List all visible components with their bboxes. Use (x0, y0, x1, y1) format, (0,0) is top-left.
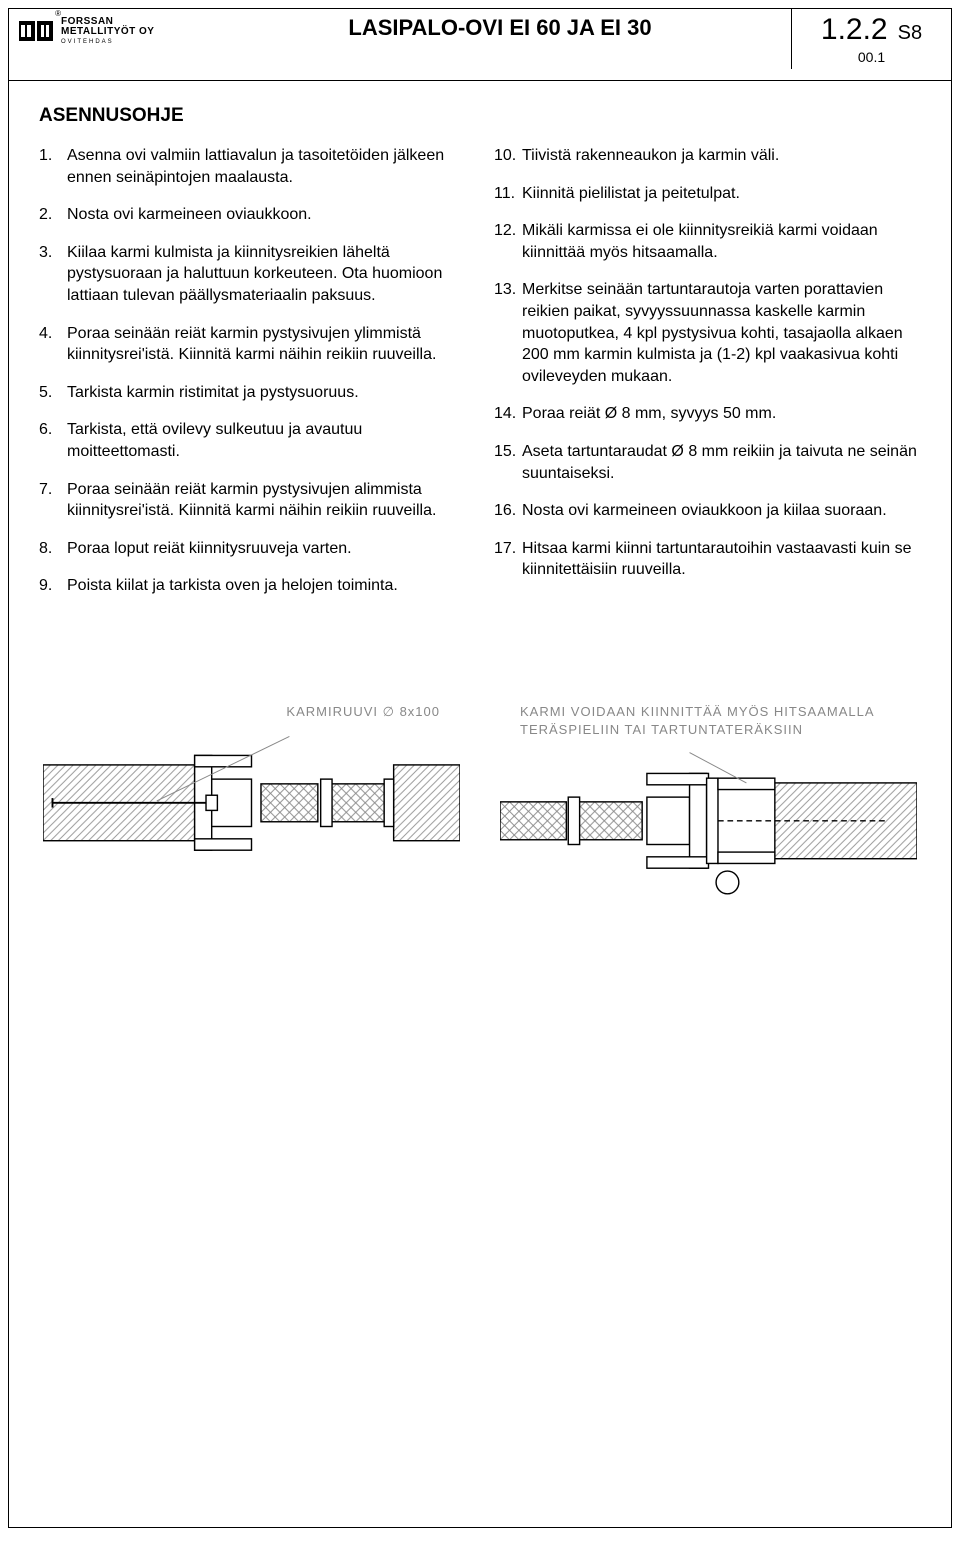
step-text: Tarkista, että ovilevy sulkeutuu ja avau… (67, 419, 466, 462)
step-number: 17. (494, 538, 522, 560)
left-column: 1.Asenna ovi valmiin lattiavalun ja taso… (39, 145, 466, 613)
title-cell: LASIPALO-OVI EI 60 JA EI 30 (209, 9, 791, 41)
diagram-right-svg (500, 745, 917, 897)
step-text: Tiivistä rakenneaukon ja karmin väli. (522, 145, 921, 167)
step-item: 3.Kiilaa karmi kulmista ja kiinnitysreik… (39, 242, 466, 307)
step-item: 8.Poraa loput reiät kiinnitysruuveja var… (39, 538, 466, 560)
step-number: 9. (39, 575, 67, 597)
code-suffix: S8 (898, 22, 922, 45)
diagram-left-svg (43, 727, 460, 879)
step-item: 11.Kiinnitä pielilistat ja peitetulpat. (494, 183, 921, 205)
step-number: 14. (494, 403, 522, 425)
step-text: Hitsaa karmi kiinni tartuntarautoihin va… (522, 538, 921, 581)
step-text: Poraa reiät Ø 8 mm, syvyys 50 mm. (522, 403, 921, 425)
diagram-right: KARMI VOIDAAN KIINNITTÄÄ MYÖS HITSAAMALL… (500, 703, 917, 902)
step-text: Kiilaa karmi kulmista ja kiinnitysreikie… (67, 242, 466, 307)
step-item: 2.Nosta ovi karmeineen oviaukkoon. (39, 204, 466, 226)
step-number: 3. (39, 242, 67, 264)
right-steps: 10.Tiivistä rakenneaukon ja karmin väli.… (494, 145, 921, 581)
registered-icon: ® (55, 9, 61, 18)
step-item: 14.Poraa reiät Ø 8 mm, syvyys 50 mm. (494, 403, 921, 425)
step-item: 10.Tiivistä rakenneaukon ja karmin väli. (494, 145, 921, 167)
step-text: Aseta tartuntaraudat Ø 8 mm reikiin ja t… (522, 441, 921, 484)
step-number: 11. (494, 183, 522, 205)
diagrams: KARMIRUUVI ∅ 8x100 (39, 703, 921, 902)
step-number: 7. (39, 479, 67, 501)
step-text: Mikäli karmissa ei ole kiinnitysreikiä k… (522, 220, 921, 263)
code-cell: 1.2.2 S8 00.1 (791, 9, 951, 69)
step-text: Poraa loput reiät kiinnitysruuveja varte… (67, 538, 466, 560)
step-number: 5. (39, 382, 67, 404)
step-text: Nosta ovi karmeineen oviaukkoon. (67, 204, 466, 226)
step-item: 16.Nosta ovi karmeineen oviaukkoon ja ki… (494, 500, 921, 522)
step-number: 13. (494, 279, 522, 301)
columns: 1.Asenna ovi valmiin lattiavalun ja taso… (39, 145, 921, 613)
step-number: 8. (39, 538, 67, 560)
step-text: Kiinnitä pielilistat ja peitetulpat. (522, 183, 921, 205)
step-item: 13.Merkitse seinään tartuntarautoja vart… (494, 279, 921, 387)
step-number: 2. (39, 204, 67, 226)
diagram-left-caption: KARMIRUUVI ∅ 8x100 (43, 703, 460, 721)
logo-text: FORSSAN METALLITYÖT OY OVITEHDAS (61, 17, 154, 45)
content: ASENNUSOHJE 1.Asenna ovi valmiin lattiav… (9, 81, 951, 932)
step-number: 12. (494, 220, 522, 242)
step-item: 15.Aseta tartuntaraudat Ø 8 mm reikiin j… (494, 441, 921, 484)
step-text: Nosta ovi karmeineen oviaukkoon ja kiila… (522, 500, 921, 522)
step-text: Tarkista karmin ristimitat ja pystysuoru… (67, 382, 466, 404)
company-line3: OVITEHDAS (61, 39, 154, 45)
step-text: Poraa seinään reiät karmin pystysivujen … (67, 323, 466, 366)
step-text: Poraa seinään reiät karmin pystysivujen … (67, 479, 466, 522)
step-item: 1.Asenna ovi valmiin lattiavalun ja taso… (39, 145, 466, 188)
step-text: Merkitse seinään tartuntarautoja varten … (522, 279, 921, 387)
step-item: 7.Poraa seinään reiät karmin pystysivuje… (39, 479, 466, 522)
page-frame: ® FORSSAN METALLITYÖT OY OVITEHDAS LASIP… (8, 8, 952, 1528)
logo: ® FORSSAN METALLITYÖT OY OVITEHDAS (9, 9, 209, 53)
code-main: 1.2.2 S8 (821, 13, 922, 47)
step-item: 6.Tarkista, että ovilevy sulkeutuu ja av… (39, 419, 466, 462)
code-sub: 00.1 (858, 49, 885, 65)
diagram-left: KARMIRUUVI ∅ 8x100 (43, 703, 460, 902)
step-item: 12.Mikäli karmissa ei ole kiinnitysreiki… (494, 220, 921, 263)
step-number: 1. (39, 145, 67, 167)
step-number: 6. (39, 419, 67, 441)
step-item: 17.Hitsaa karmi kiinni tartuntarautoihin… (494, 538, 921, 581)
step-item: 5.Tarkista karmin ristimitat ja pystysuo… (39, 382, 466, 404)
step-text: Asenna ovi valmiin lattiavalun ja tasoit… (67, 145, 466, 188)
left-steps: 1.Asenna ovi valmiin lattiavalun ja taso… (39, 145, 466, 597)
step-number: 10. (494, 145, 522, 167)
header: ® FORSSAN METALLITYÖT OY OVITEHDAS LASIP… (9, 9, 951, 81)
step-number: 4. (39, 323, 67, 345)
code-number: 1.2.2 (821, 13, 888, 47)
right-column: 10.Tiivistä rakenneaukon ja karmin väli.… (494, 145, 921, 613)
company-line2: METALLITYÖT OY (61, 27, 154, 37)
diagram-right-caption: KARMI VOIDAAN KIINNITTÄÄ MYÖS HITSAAMALL… (500, 703, 917, 739)
logo-mark-icon: ® (19, 15, 55, 47)
doc-title: LASIPALO-OVI EI 60 JA EI 30 (209, 15, 791, 41)
step-number: 15. (494, 441, 522, 463)
step-item: 4.Poraa seinään reiät karmin pystysivuje… (39, 323, 466, 366)
step-item: 9.Poista kiilat ja tarkista oven ja helo… (39, 575, 466, 597)
step-number: 16. (494, 500, 522, 522)
section-title: ASENNUSOHJE (39, 105, 921, 127)
step-text: Poista kiilat ja tarkista oven ja heloje… (67, 575, 466, 597)
